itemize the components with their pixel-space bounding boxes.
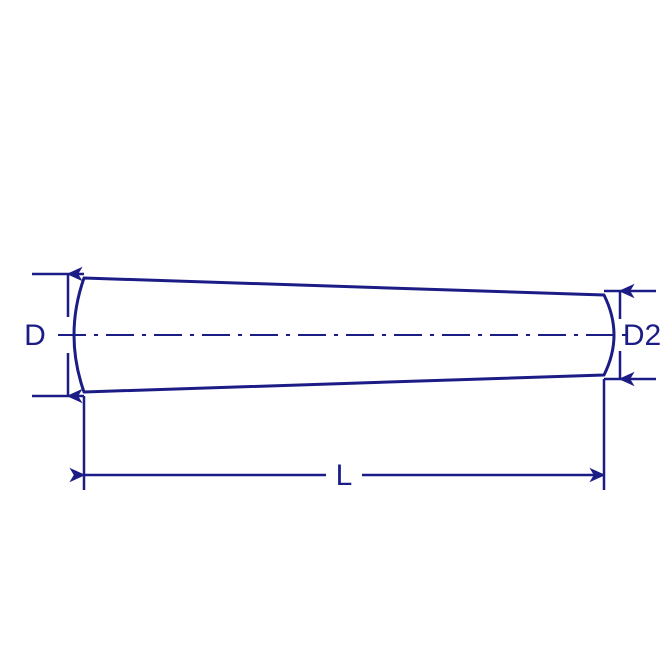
- l-label: L: [336, 459, 353, 492]
- drawing-group: D D2 L: [24, 274, 661, 492]
- d2-label: D2: [623, 319, 661, 352]
- taper-pin-diagram: D D2 L: [0, 0, 670, 670]
- d-label: D: [24, 319, 46, 352]
